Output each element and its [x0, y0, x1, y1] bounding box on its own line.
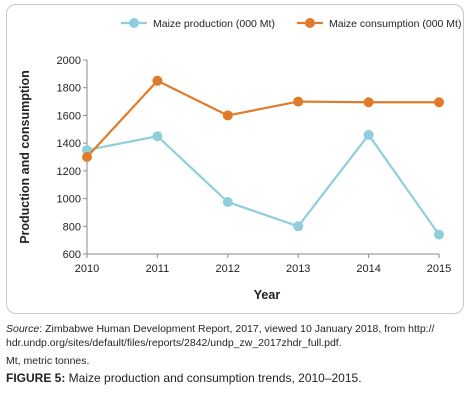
figure-title: Maize production and consumption trends,…	[65, 371, 362, 385]
y-tick-label: 600	[63, 249, 81, 261]
source-url: hdr.undp.org/sites/default/files/reports…	[6, 337, 342, 349]
legend-marker	[129, 18, 139, 28]
y-tick-label: 2000	[57, 55, 81, 67]
x-axis-title: Year	[254, 288, 281, 302]
source-label: Source	[6, 323, 40, 335]
series-line-2	[86, 79, 439, 158]
legend-marker	[305, 18, 315, 28]
series-line-1	[86, 132, 440, 236]
series-1-point	[152, 131, 163, 142]
figure-caption: FIGURE 5: Maize production and consumpti…	[6, 372, 462, 385]
chart-frame: 600 800 1000 1200 1400 1600 1800 2000 2010 2011 20…	[6, 4, 464, 314]
legend-label: Maize production (000 Mt)	[153, 18, 275, 30]
source-text: : Zimbabwe Human Development Report, 201…	[39, 323, 435, 335]
y-tick-label: 1200	[57, 166, 81, 178]
x-tick-label: 2014	[356, 263, 380, 275]
x-tick-label: 2012	[216, 263, 240, 275]
series-2-point	[434, 97, 444, 108]
series-1-point	[222, 197, 233, 208]
x-tick-label: 2011	[146, 263, 170, 275]
y-tick-label: 1800	[57, 83, 81, 95]
x-tick-label: 2015	[427, 263, 451, 275]
series-1-point	[82, 145, 92, 156]
y-tick-label: 1600	[57, 110, 81, 122]
series-2-point	[293, 96, 304, 107]
x-tick-label: 2013	[286, 263, 310, 275]
line-chart: 600 800 1000 1200 1400 1600 1800 2000 2010 2011 20…	[18, 18, 461, 302]
series-1-point	[434, 229, 444, 240]
y-tick-label: 800	[63, 221, 81, 233]
legend-label: Maize consumption (000 Mt)	[329, 18, 461, 30]
y-tick-label: 1400	[57, 138, 81, 150]
x-tick-label: 2010	[75, 263, 99, 275]
series-2-point	[222, 110, 233, 121]
y-axis-title: Production and consumption	[18, 70, 32, 244]
series-1-point	[293, 221, 304, 232]
unit-note: Mt, metric tonnes.	[6, 355, 90, 367]
figure-label: FIGURE 5:	[6, 371, 66, 385]
y-tick-label: 1000	[57, 194, 81, 206]
series-2-point	[363, 97, 374, 108]
series-2-point	[152, 75, 163, 86]
series-2-point	[82, 152, 92, 162]
series-1-point	[363, 129, 374, 140]
source-citation: Source: Zimbabwe Human Development Repor…	[6, 323, 462, 336]
